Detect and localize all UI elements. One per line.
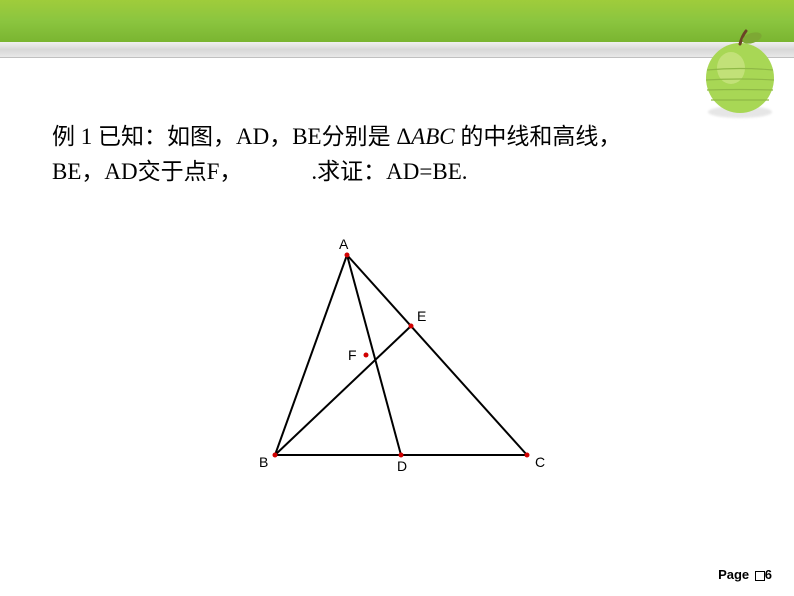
- footer-page-text: Page: [718, 567, 749, 582]
- point-E: [409, 324, 414, 329]
- problem-line1-part1: 已知：如图，AD，BE分别是: [98, 124, 391, 149]
- triangle-delta: Δ: [396, 124, 411, 149]
- page-footer: Page 6: [718, 567, 772, 582]
- header-band: [0, 0, 794, 58]
- problem-line2-part1: BE，AD交于点F，: [52, 159, 242, 184]
- label-B: B: [259, 454, 268, 470]
- edge-A-B: [275, 255, 347, 455]
- problem-gap: [242, 159, 311, 184]
- label-E: E: [417, 308, 426, 324]
- footer-icon: [755, 571, 765, 581]
- label-D: D: [397, 458, 407, 474]
- point-F: [364, 353, 369, 358]
- triangle-name: ABC: [411, 124, 454, 149]
- problem-line1-part2: 的中线和高线，: [460, 124, 621, 149]
- label-A: A: [339, 236, 349, 252]
- example-label: 例 1: [52, 124, 92, 149]
- label-C: C: [535, 454, 545, 470]
- problem-line2-part2: .求证：AD=BE.: [311, 159, 467, 184]
- apple-decoration: [696, 28, 786, 113]
- point-A: [345, 253, 350, 258]
- footer-page-num: 6: [765, 567, 772, 582]
- point-C: [525, 453, 530, 458]
- point-D: [399, 453, 404, 458]
- content-area: 例 1 已知：如图，AD，BE分别是 ΔABC 的中线和高线， BE，AD交于点…: [0, 58, 794, 495]
- header-gray-stripe: [0, 42, 794, 58]
- triangle-diagram: A B C D E F: [227, 235, 567, 495]
- label-F: F: [348, 347, 357, 363]
- edge-B-E: [275, 326, 411, 455]
- point-B: [273, 453, 278, 458]
- diagram-container: A B C D E F: [52, 235, 742, 495]
- problem-statement: 例 1 已知：如图，AD，BE分别是 ΔABC 的中线和高线， BE，AD交于点…: [52, 120, 742, 189]
- header-green-stripe: [0, 0, 794, 42]
